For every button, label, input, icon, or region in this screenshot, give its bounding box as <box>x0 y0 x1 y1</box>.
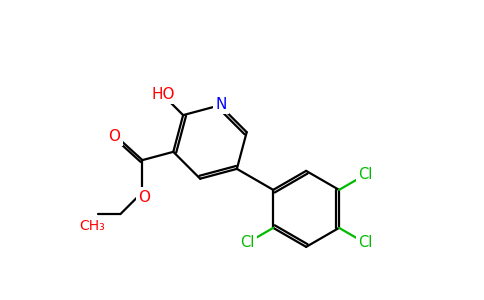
Text: N: N <box>215 97 227 112</box>
Text: Cl: Cl <box>358 167 372 182</box>
Text: O: O <box>138 190 151 205</box>
Text: CH₃: CH₃ <box>79 219 105 233</box>
Text: HO: HO <box>151 87 175 102</box>
Text: Cl: Cl <box>358 236 372 250</box>
Text: Cl: Cl <box>240 236 255 250</box>
Text: O: O <box>108 129 121 144</box>
